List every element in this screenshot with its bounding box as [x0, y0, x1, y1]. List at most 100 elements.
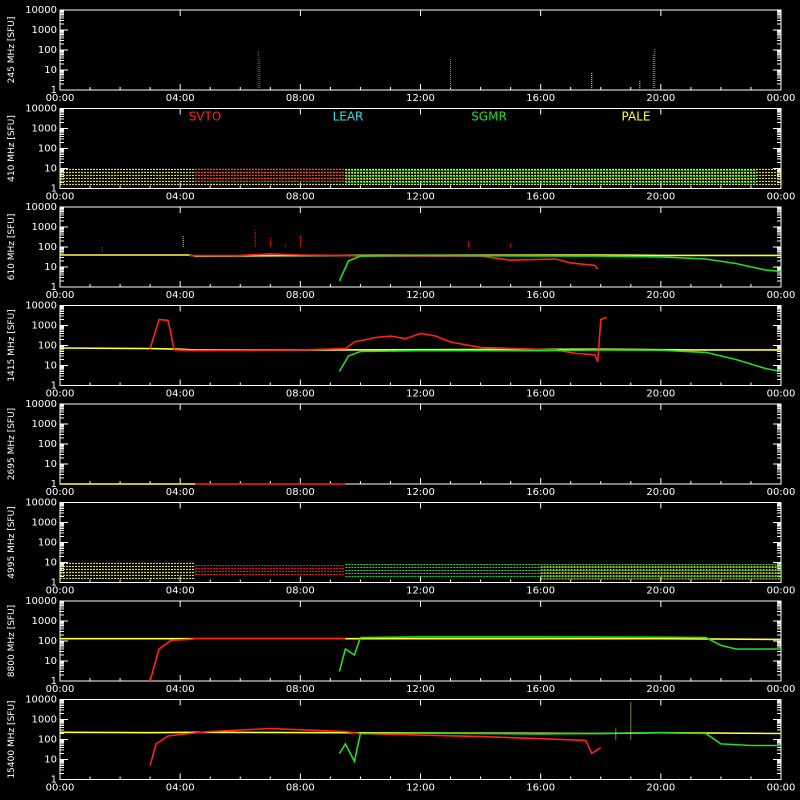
y-tick-label: 100 — [38, 45, 57, 56]
y-tick-label: 10000 — [25, 5, 57, 16]
x-tick-label: 04:00 — [166, 93, 195, 104]
x-tick-label: 00:00 — [767, 586, 796, 597]
y-axis-label: 8800 MHz [SFU] — [7, 605, 17, 677]
legend-entry: SVTO — [189, 110, 222, 124]
x-tick-label: 12:00 — [406, 192, 435, 203]
x-tick-label: 00:00 — [767, 487, 796, 498]
y-tick-label: 10000 — [25, 596, 57, 607]
y-tick-label: 100 — [38, 439, 57, 450]
y-axis-label: 245 MHz [SFU] — [7, 17, 17, 84]
plot-frame-6 — [59, 600, 782, 682]
y-tick-label: 10000 — [25, 399, 57, 410]
x-tick-label: 20:00 — [646, 487, 675, 498]
x-tick-label: 12:00 — [406, 783, 435, 794]
series-line-1 — [149, 637, 346, 682]
plot-frame-0 — [59, 9, 782, 91]
x-tick-label: 00:00 — [46, 586, 75, 597]
y-tick-label: 10000 — [25, 695, 57, 706]
y-tick-label: 1 — [51, 676, 57, 687]
series-line-1 — [149, 727, 602, 766]
x-tick-label: 04:00 — [166, 586, 195, 597]
y-tick-label: 10 — [44, 656, 57, 667]
x-tick-label: 00:00 — [46, 93, 75, 104]
x-tick-label: 20:00 — [646, 93, 675, 104]
y-tick-label: 1000 — [32, 715, 57, 726]
x-tick-label: 08:00 — [286, 586, 315, 597]
x-tick-label: 08:00 — [286, 684, 315, 695]
y-tick-label: 100 — [38, 636, 57, 647]
y-tick-label: 10000 — [25, 498, 57, 509]
x-tick-label: 16:00 — [526, 93, 555, 104]
y-tick-label: 10000 — [25, 104, 57, 115]
x-tick-label: 00:00 — [767, 290, 796, 301]
x-tick-label: 04:00 — [166, 783, 195, 794]
x-tick-label: 16:00 — [526, 586, 555, 597]
x-tick-label: 00:00 — [46, 684, 75, 695]
y-tick-label: 10000 — [25, 301, 57, 312]
series-line-0 — [59, 347, 781, 351]
x-tick-label: 16:00 — [526, 783, 555, 794]
y-axis-label: 410 MHz [SFU] — [7, 115, 17, 182]
x-tick-label: 12:00 — [406, 290, 435, 301]
y-tick-label: 10 — [44, 361, 57, 372]
series-line-2 — [338, 731, 781, 764]
x-tick-label: 20:00 — [646, 290, 675, 301]
x-tick-label: 00:00 — [46, 783, 75, 794]
series-line-0 — [60, 254, 781, 257]
series-line-2 — [338, 254, 782, 282]
y-tick-label: 10 — [44, 164, 57, 175]
y-tick-label: 1 — [51, 381, 57, 392]
x-tick-label: 20:00 — [646, 684, 675, 695]
y-axis-label: 4995 MHz [SFU] — [7, 506, 17, 578]
y-tick-label: 1000 — [32, 518, 57, 529]
legend-entry: LEAR — [333, 110, 364, 124]
x-tick-label: 00:00 — [46, 487, 75, 498]
x-tick-label: 20:00 — [646, 586, 675, 597]
x-tick-label: 16:00 — [526, 684, 555, 695]
x-tick-label: 08:00 — [286, 487, 315, 498]
x-tick-label: 00:00 — [767, 192, 796, 203]
y-tick-label: 100 — [38, 242, 57, 253]
x-tick-label: 04:00 — [166, 389, 195, 400]
x-tick-label: 16:00 — [526, 389, 555, 400]
plot-frame-2 — [59, 206, 782, 288]
x-tick-label: 12:00 — [406, 389, 435, 400]
y-tick-label: 1 — [51, 578, 57, 589]
x-tick-label: 00:00 — [767, 93, 796, 104]
x-tick-label: 16:00 — [526, 290, 555, 301]
x-tick-label: 20:00 — [646, 783, 675, 794]
x-tick-label: 12:00 — [406, 684, 435, 695]
series-line-1 — [149, 316, 608, 363]
y-tick-label: 1000 — [32, 419, 57, 430]
y-tick-label: 1 — [51, 85, 57, 96]
x-tick-label: 12:00 — [406, 586, 435, 597]
legend-entry: SGMR — [471, 110, 507, 124]
x-tick-label: 12:00 — [406, 487, 435, 498]
x-tick-label: 08:00 — [286, 783, 315, 794]
x-tick-label: 00:00 — [46, 389, 75, 400]
x-tick-label: 08:00 — [286, 93, 315, 104]
y-tick-label: 1000 — [32, 124, 57, 135]
x-tick-label: 20:00 — [646, 192, 675, 203]
x-tick-label: 04:00 — [166, 487, 195, 498]
x-tick-label: 00:00 — [46, 290, 75, 301]
x-tick-label: 04:00 — [166, 290, 195, 301]
x-tick-label: 12:00 — [406, 93, 435, 104]
y-tick-label: 1000 — [32, 222, 57, 233]
y-tick-label: 1 — [51, 479, 57, 490]
y-axis-label: 610 MHz [SFU] — [7, 214, 17, 281]
y-tick-label: 100 — [38, 341, 57, 352]
x-tick-label: 16:00 — [526, 487, 555, 498]
x-tick-label: 16:00 — [526, 192, 555, 203]
plot-frame-3 — [59, 305, 782, 386]
plot-frame-7 — [59, 699, 782, 780]
x-tick-label: 04:00 — [166, 684, 195, 695]
x-tick-label: 00:00 — [767, 783, 796, 794]
y-tick-label: 10000 — [25, 202, 57, 213]
x-tick-label: 00:00 — [767, 684, 796, 695]
legend-entry: PALE — [622, 110, 651, 124]
y-tick-label: 10 — [44, 459, 57, 470]
y-tick-label: 100 — [38, 735, 57, 746]
series-line-2 — [338, 349, 782, 373]
series-line-0 — [60, 637, 782, 641]
